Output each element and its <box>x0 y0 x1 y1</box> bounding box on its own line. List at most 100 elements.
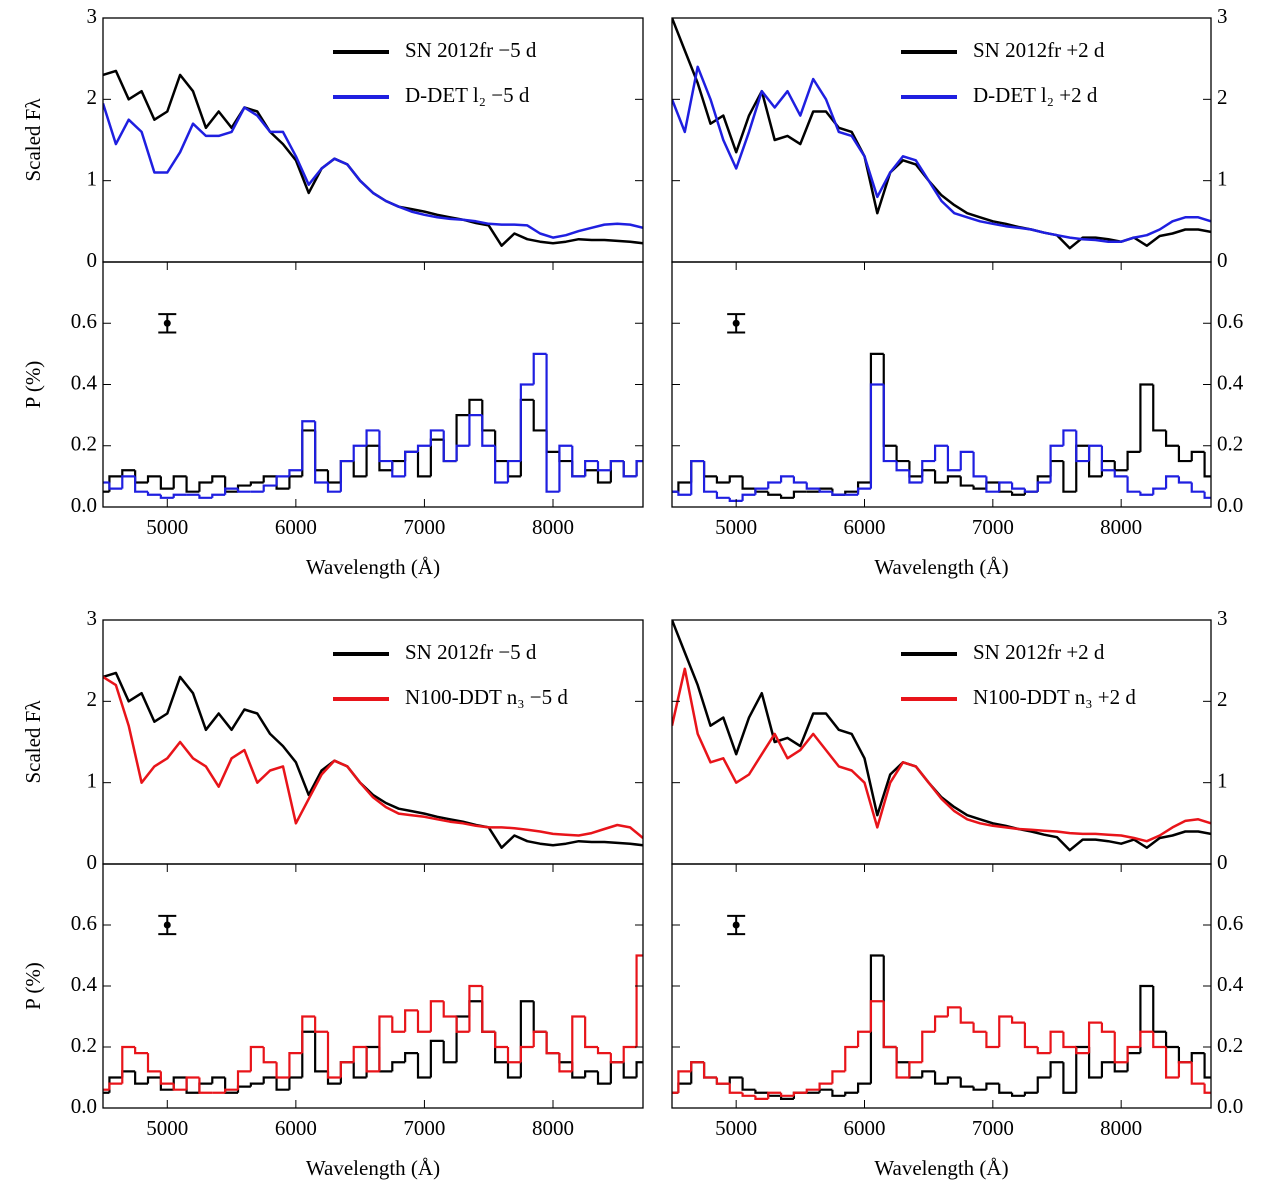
pol-step <box>506 459 521 483</box>
pol-step <box>1100 459 1115 477</box>
pol-step <box>481 1001 496 1033</box>
pol-step <box>908 470 923 484</box>
pol-step <box>856 487 871 495</box>
pol-step <box>1062 429 1077 446</box>
legend-label: SN 2012fr +2 d <box>973 38 1105 62</box>
pol-step <box>378 445 393 472</box>
pol-step <box>159 494 174 499</box>
x-tick-label: 5000 <box>146 515 188 539</box>
pol-step <box>314 430 328 472</box>
pol-step <box>1203 491 1211 499</box>
pol-step <box>339 459 354 483</box>
pol-step <box>134 476 148 493</box>
y-tick-label: 0.4 <box>1217 370 1244 394</box>
pol-step <box>172 1076 187 1090</box>
pol-step <box>1087 445 1102 478</box>
pol-step <box>1139 491 1154 496</box>
pol-step <box>895 1047 910 1064</box>
x-tick-label: 8000 <box>1100 1116 1142 1140</box>
pol-step <box>146 1053 161 1073</box>
y-tick-label: 0.0 <box>1217 1094 1243 1118</box>
pol-step <box>622 461 637 478</box>
pol-step <box>134 1047 148 1055</box>
pol-step <box>1036 481 1051 492</box>
plot-area <box>672 620 1211 852</box>
pol-step <box>584 469 598 477</box>
pol-step <box>532 1030 547 1047</box>
pol-step <box>741 476 756 490</box>
pol-step <box>715 491 730 499</box>
plot-area <box>103 954 643 1094</box>
pol-step <box>1152 487 1167 495</box>
y-tick-label: 3 <box>1217 4 1228 28</box>
pol-step <box>985 1031 1000 1049</box>
pol-step <box>198 494 213 499</box>
y-tick-label: 0.6 <box>71 309 97 333</box>
pol-step <box>429 429 444 446</box>
pol-step <box>933 1071 948 1085</box>
y-tick-label: 0.6 <box>1217 309 1243 333</box>
pol-step <box>792 490 807 498</box>
pol-step <box>635 1061 643 1078</box>
pol-step <box>702 461 717 478</box>
plot-area <box>672 18 1211 250</box>
pol-step <box>818 488 833 493</box>
pol-step <box>584 1070 598 1078</box>
pol-step <box>326 470 341 484</box>
x-tick-label: 7000 <box>972 1116 1014 1140</box>
pol-step <box>882 384 897 463</box>
x-tick-label: 8000 <box>1100 515 1142 539</box>
pol-step <box>844 1045 859 1072</box>
pol-step <box>972 1022 987 1033</box>
pol-step <box>1203 1083 1211 1094</box>
pol-step <box>818 1082 833 1090</box>
pol-step <box>288 469 303 477</box>
pol-step <box>365 429 380 446</box>
y-tick-label: 1 <box>1217 768 1228 792</box>
pol-step <box>365 1045 380 1078</box>
pol-step <box>571 461 586 478</box>
error-bar-point <box>732 921 740 929</box>
pol-step <box>198 481 213 492</box>
axes-frame <box>102 619 644 865</box>
pol-step <box>702 461 717 493</box>
pol-step <box>754 1095 769 1100</box>
pol-step <box>728 475 743 483</box>
pol-step <box>882 955 897 1049</box>
plot-area <box>103 352 643 499</box>
pol-step <box>236 1070 251 1090</box>
legend-label: N100-DDT n₃ +2 d <box>973 685 1136 709</box>
pol-step <box>249 1082 264 1087</box>
y-tick-label: 2 <box>87 687 98 711</box>
pol-step <box>908 1062 923 1079</box>
pol-step <box>779 475 794 483</box>
pol-step <box>378 430 393 463</box>
pol-step <box>622 1045 637 1063</box>
pol-step <box>159 1071 174 1085</box>
pol-step <box>301 1030 316 1078</box>
y-tick-label: 0.4 <box>71 370 98 394</box>
pol-step <box>571 1015 586 1072</box>
pol-step <box>1023 1022 1038 1049</box>
pol-step <box>121 469 136 477</box>
pol-step <box>391 459 406 471</box>
pol-step <box>1049 459 1064 477</box>
pol-step <box>442 1001 457 1018</box>
pol-step <box>121 1045 136 1084</box>
y-tick-label: 1 <box>87 768 98 792</box>
pol-step <box>959 1077 974 1088</box>
pol-step <box>1190 482 1205 493</box>
pol-step <box>1049 444 1064 483</box>
y-axis-label: P (%) <box>21 962 45 1010</box>
pol-step <box>481 415 496 447</box>
pol-step <box>146 491 161 496</box>
flux-line <box>103 671 643 849</box>
pol-step <box>1126 476 1141 493</box>
pol-step <box>558 1053 573 1073</box>
pol-step <box>108 1082 123 1090</box>
flux-line <box>672 667 1211 843</box>
flux-line <box>672 65 1211 243</box>
plot-area <box>672 954 1211 1100</box>
pol-step <box>1177 445 1192 463</box>
x-axis-label: Wavelength (Å) <box>306 555 440 579</box>
